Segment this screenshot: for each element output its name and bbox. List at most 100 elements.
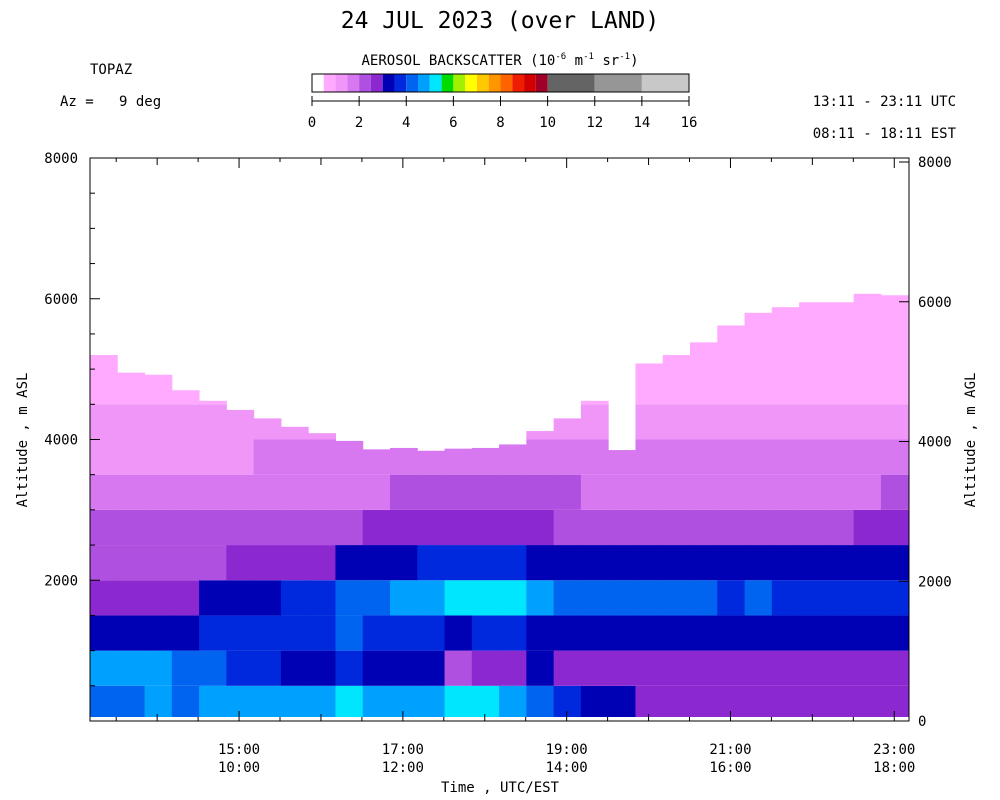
heatmap-cell bbox=[90, 650, 118, 686]
heatmap-cell bbox=[471, 509, 500, 546]
x-tick-label-est: 18:00 bbox=[873, 760, 915, 776]
heatmap-cell bbox=[744, 404, 773, 440]
heatmap-cell bbox=[117, 404, 146, 440]
heatmap-cell bbox=[635, 363, 664, 405]
heatmap-cell bbox=[826, 685, 855, 717]
heatmap-cell bbox=[417, 450, 446, 475]
x-tick-label-est: 14:00 bbox=[546, 760, 588, 776]
heatmap-cell bbox=[799, 615, 827, 651]
heatmap-cell bbox=[853, 293, 882, 405]
y-tick-label-right: 0 bbox=[918, 714, 926, 730]
heatmap-cell bbox=[799, 474, 827, 510]
heatmap-cell bbox=[553, 474, 582, 510]
heatmap-cell bbox=[744, 474, 773, 510]
heatmap-cell bbox=[335, 509, 364, 546]
heatmap-cell bbox=[608, 685, 636, 717]
colorbar-tick-label: 14 bbox=[633, 115, 650, 131]
heatmap-cell bbox=[171, 685, 200, 717]
colorbar-tick-label: 10 bbox=[539, 115, 556, 131]
heatmap-cell bbox=[226, 509, 255, 546]
heatmap-cell bbox=[826, 404, 855, 440]
heatmap-cell bbox=[771, 474, 800, 510]
heatmap-cell bbox=[799, 302, 827, 405]
colorbar-bin bbox=[488, 74, 501, 92]
heatmap-cell bbox=[308, 685, 336, 717]
colorbar-bin bbox=[335, 74, 348, 92]
heatmap-cell bbox=[717, 325, 746, 405]
heatmap-cell bbox=[226, 409, 255, 440]
heatmap-cell bbox=[199, 400, 227, 405]
heatmap-cell bbox=[280, 650, 309, 686]
heatmap-cell bbox=[253, 615, 282, 651]
x-tick-label-est: 16:00 bbox=[709, 760, 751, 776]
colorbar-bin bbox=[382, 74, 395, 92]
heatmap-cell bbox=[471, 650, 500, 686]
station-label: TOPAZ bbox=[90, 62, 133, 78]
heatmap-cell bbox=[635, 404, 664, 440]
heatmap-cell bbox=[389, 685, 418, 717]
heatmap-cell bbox=[117, 545, 146, 581]
heatmap-cell bbox=[771, 404, 800, 440]
heatmap-cell bbox=[662, 580, 691, 616]
heatmap-cell bbox=[362, 650, 391, 686]
y-tick-label-right: 2000 bbox=[918, 574, 952, 590]
heatmap-cell bbox=[499, 615, 527, 651]
heatmap-cell bbox=[444, 545, 473, 581]
heatmap-cell bbox=[499, 650, 527, 686]
heatmap-cell bbox=[853, 509, 882, 546]
heatmap-cell bbox=[90, 474, 118, 510]
heatmap-cell bbox=[226, 650, 255, 686]
heatmap-cell bbox=[553, 580, 582, 616]
x-tick-label-est: 10:00 bbox=[218, 760, 260, 776]
heatmap-cell bbox=[717, 404, 746, 440]
heatmap-cell bbox=[444, 650, 473, 686]
colorbar: 0 2 4 6 8 10 12 14 16 bbox=[308, 73, 697, 131]
colorbar-bin bbox=[476, 74, 489, 92]
heatmap-cell bbox=[826, 509, 855, 546]
heatmap-cell bbox=[880, 295, 909, 405]
heatmap-cell bbox=[689, 545, 718, 581]
heatmap-cell bbox=[471, 474, 500, 510]
colorbar-bin bbox=[594, 74, 642, 92]
colorbar-bin bbox=[406, 74, 419, 92]
heatmap-cell bbox=[308, 615, 336, 651]
heatmap-cell bbox=[471, 615, 500, 651]
heatmap-cell bbox=[826, 580, 855, 616]
heatmap-cell bbox=[253, 509, 282, 546]
heatmap-cell bbox=[689, 580, 718, 616]
heatmap-cell bbox=[144, 509, 173, 546]
heatmap-cell bbox=[799, 509, 827, 546]
colorbar-bin bbox=[323, 74, 336, 92]
colorbar-bin bbox=[370, 74, 383, 92]
heatmap-cell bbox=[853, 615, 882, 651]
heatmap-cell bbox=[335, 440, 364, 475]
heatmap-cell bbox=[389, 650, 418, 686]
heatmap-cell bbox=[826, 545, 855, 581]
heatmap-cell bbox=[90, 580, 118, 616]
heatmap-cell bbox=[417, 580, 446, 616]
heatmap-cell bbox=[744, 312, 773, 405]
heatmap-cell bbox=[880, 474, 909, 510]
heatmap-cell bbox=[171, 404, 200, 440]
heatmap-cell bbox=[662, 404, 691, 440]
colorbar-title: AEROSOL BACKSCATTER (10-6 m-1 sr-1) bbox=[361, 52, 639, 69]
heatmap-cell bbox=[362, 545, 391, 581]
heatmap-cell bbox=[280, 615, 309, 651]
heatmap-cell bbox=[335, 580, 364, 616]
heatmap-cell bbox=[526, 474, 555, 510]
heatmap-cell bbox=[717, 545, 746, 581]
heatmap-cell bbox=[499, 474, 527, 510]
heatmap-cell bbox=[199, 404, 227, 440]
heatmap-cell bbox=[744, 439, 773, 475]
heatmap-cell bbox=[826, 650, 855, 686]
heatmap-cell bbox=[499, 685, 527, 717]
colorbar-bin bbox=[465, 74, 477, 92]
heatmap-cell bbox=[635, 474, 664, 510]
heatmap-cell bbox=[826, 302, 855, 405]
colorbar-tick-label: 8 bbox=[496, 115, 504, 131]
heatmap-cell bbox=[171, 509, 200, 546]
heatmap-cell bbox=[580, 509, 609, 546]
heatmap-cell bbox=[308, 433, 336, 440]
heatmap-cell bbox=[280, 474, 309, 510]
heatmap-cell bbox=[444, 615, 473, 651]
